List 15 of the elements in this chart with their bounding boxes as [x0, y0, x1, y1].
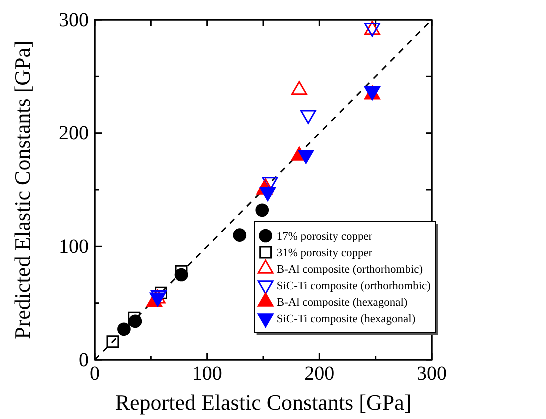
- legend-label: B-Al composite (orthorhombic): [276, 264, 424, 276]
- x-tick-label: 300: [417, 363, 447, 386]
- y-axis-title: Predicted Elastic Constants [GPa]: [10, 40, 35, 340]
- y-tick-label: 0: [79, 349, 89, 372]
- x-tick-label: 100: [192, 363, 222, 386]
- y-tick-label: 200: [59, 122, 89, 145]
- legend-label: 31% porosity copper: [276, 248, 373, 260]
- x-tick-label: 200: [304, 363, 335, 386]
- y-tick-label: 100: [59, 236, 89, 258]
- x-axis-title: Reported Elastic Constants [GPa]: [115, 390, 412, 415]
- legend-label: SiC-Ti composite (orthorhombic): [276, 280, 432, 292]
- legend-label: B-Al composite (hexagonal): [276, 297, 408, 309]
- legend-label: SiC-Ti composite (hexagonal): [276, 314, 416, 326]
- y-tick-label: 300: [59, 9, 89, 32]
- legend-label: 17% porosity copper: [276, 231, 373, 243]
